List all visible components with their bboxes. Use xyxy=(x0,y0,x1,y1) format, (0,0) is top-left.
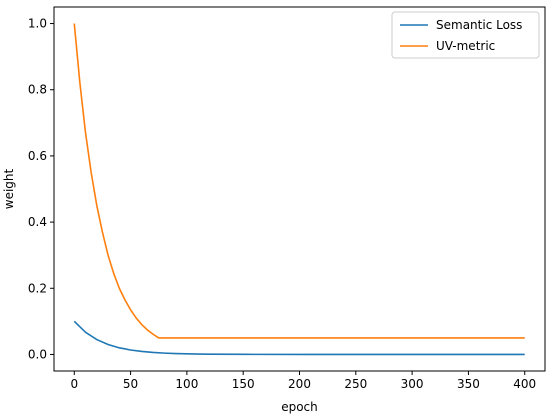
y-tick-label: 0.0 xyxy=(28,347,47,361)
x-tick-label: 100 xyxy=(175,377,198,391)
y-tick-label: 0.2 xyxy=(28,281,47,295)
x-tick-label: 150 xyxy=(232,377,255,391)
x-tick-label: 50 xyxy=(123,377,138,391)
x-tick-label: 0 xyxy=(70,377,78,391)
legend: Semantic Loss UV-metric xyxy=(391,11,540,59)
x-tick-label: 200 xyxy=(288,377,311,391)
x-tick-label: 300 xyxy=(401,377,424,391)
y-axis-ticks: 0.0 0.2 0.4 0.6 0.8 1.0 xyxy=(28,17,54,361)
y-tick-label: 0.4 xyxy=(28,215,47,229)
x-tick-label: 400 xyxy=(513,377,536,391)
series-line-1 xyxy=(73,23,525,339)
plot-lines xyxy=(73,23,525,356)
x-axis-label: epoch xyxy=(281,400,318,414)
series-line-0 xyxy=(73,320,525,356)
x-tick-label: 250 xyxy=(344,377,367,391)
legend-label-1: UV-metric xyxy=(436,39,495,53)
y-tick-label: 0.8 xyxy=(28,83,47,97)
y-tick-label: 0.6 xyxy=(28,149,47,163)
y-axis-label: weight xyxy=(2,168,16,209)
y-tick-label: 1.0 xyxy=(28,17,47,31)
x-tick-label: 350 xyxy=(457,377,480,391)
legend-label-0: Semantic Loss xyxy=(436,18,522,32)
plot-frame xyxy=(53,6,546,372)
x-axis-ticks: 0 50 100 150 200 250 300 350 400 xyxy=(70,371,536,391)
legend-box xyxy=(391,11,540,59)
